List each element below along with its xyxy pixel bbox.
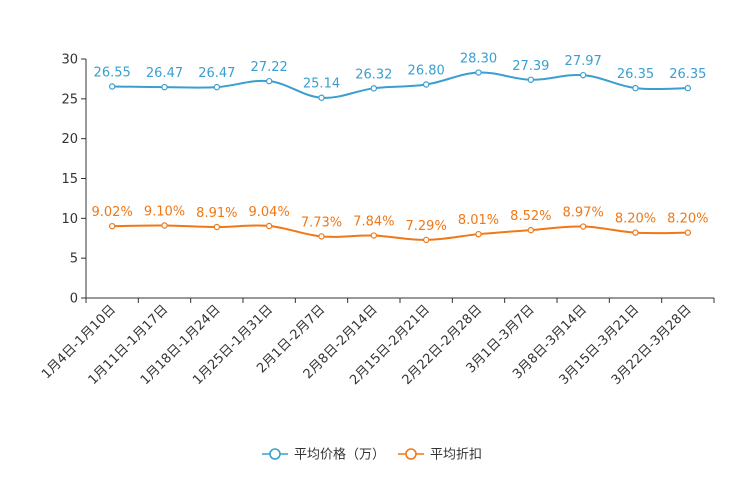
data-point [579, 71, 587, 79]
data-label: 7.29% [406, 219, 447, 234]
data-point [527, 226, 535, 234]
data-point [370, 232, 378, 239]
y-tick-label: 5 [70, 252, 78, 267]
data-point [265, 222, 273, 230]
data-point [318, 94, 325, 101]
data-point [370, 85, 378, 92]
y-tick-label: 15 [61, 172, 78, 187]
legend-item-1[interactable]: 平均价格（万） [262, 447, 385, 463]
data-label: 8.20% [667, 212, 708, 227]
y-tick-label: 20 [61, 132, 78, 147]
data-point [108, 83, 116, 90]
data-label: 26.47 [146, 66, 183, 81]
data-label: 8.20% [615, 212, 656, 227]
data-point [161, 83, 168, 91]
series-line [112, 224, 688, 241]
data-point [161, 222, 168, 229]
data-label: 8.01% [458, 213, 499, 228]
data-point [684, 84, 692, 92]
data-label: 9.02% [92, 205, 133, 220]
data-point [527, 76, 535, 83]
data-label: 26.32 [355, 67, 392, 82]
y-tick-label: 25 [61, 92, 78, 107]
data-label: 27.97 [565, 54, 602, 69]
data-point [265, 77, 273, 85]
data-point [579, 223, 587, 230]
data-point [213, 223, 221, 231]
legend-item-2[interactable]: 平均折扣 [398, 448, 482, 463]
y-tick-label: 30 [61, 53, 78, 68]
legend-marker-icon [405, 448, 417, 460]
data-label: 7.73% [301, 215, 342, 230]
data-label: 9.04% [249, 205, 290, 220]
series-line [112, 71, 688, 99]
data-point [318, 233, 325, 240]
data-label: 28.30 [460, 52, 497, 67]
y-tick-label: 10 [61, 212, 78, 227]
data-label: 27.22 [251, 60, 288, 75]
data-point [684, 229, 692, 236]
data-label: 27.39 [512, 59, 549, 74]
legend-label: 平均折扣 [430, 448, 482, 463]
data-point [475, 69, 482, 76]
data-point [422, 236, 430, 244]
series-2: 9.02% 9.10% 8.91% 9.04% 7.73% 7.84% 7.29% 8.01%… [92, 205, 708, 244]
data-label: 26.47 [198, 66, 235, 81]
data-label: 26.35 [669, 67, 706, 82]
legend-label: 平均价格（万） [294, 447, 385, 463]
y-tick-label: 0 [70, 292, 78, 307]
legend-marker-icon [269, 448, 281, 460]
chart-series: 26.55 26.47 26.47 27.22 25.14 26.32 26.80 28.30… [92, 52, 708, 244]
data-point [108, 222, 116, 230]
data-point [422, 81, 430, 88]
data-label: 26.55 [94, 65, 131, 80]
data-label: 25.14 [303, 77, 340, 92]
data-point [632, 229, 639, 236]
data-label: 8.52% [510, 209, 551, 224]
series-1: 26.55 26.47 26.47 27.22 25.14 26.32 26.80 28.30… [94, 52, 706, 101]
data-label: 9.10% [144, 205, 185, 220]
data-label: 26.35 [617, 67, 654, 82]
chart-legend[interactable]: 平均价格（万） 平均折扣 [262, 447, 482, 463]
data-label: 8.91% [196, 206, 237, 221]
data-point [632, 84, 639, 92]
data-label: 7.84% [353, 215, 394, 230]
data-point [475, 230, 482, 238]
data-label: 26.80 [408, 63, 445, 78]
data-point [213, 83, 221, 91]
data-label: 8.97% [563, 206, 604, 221]
